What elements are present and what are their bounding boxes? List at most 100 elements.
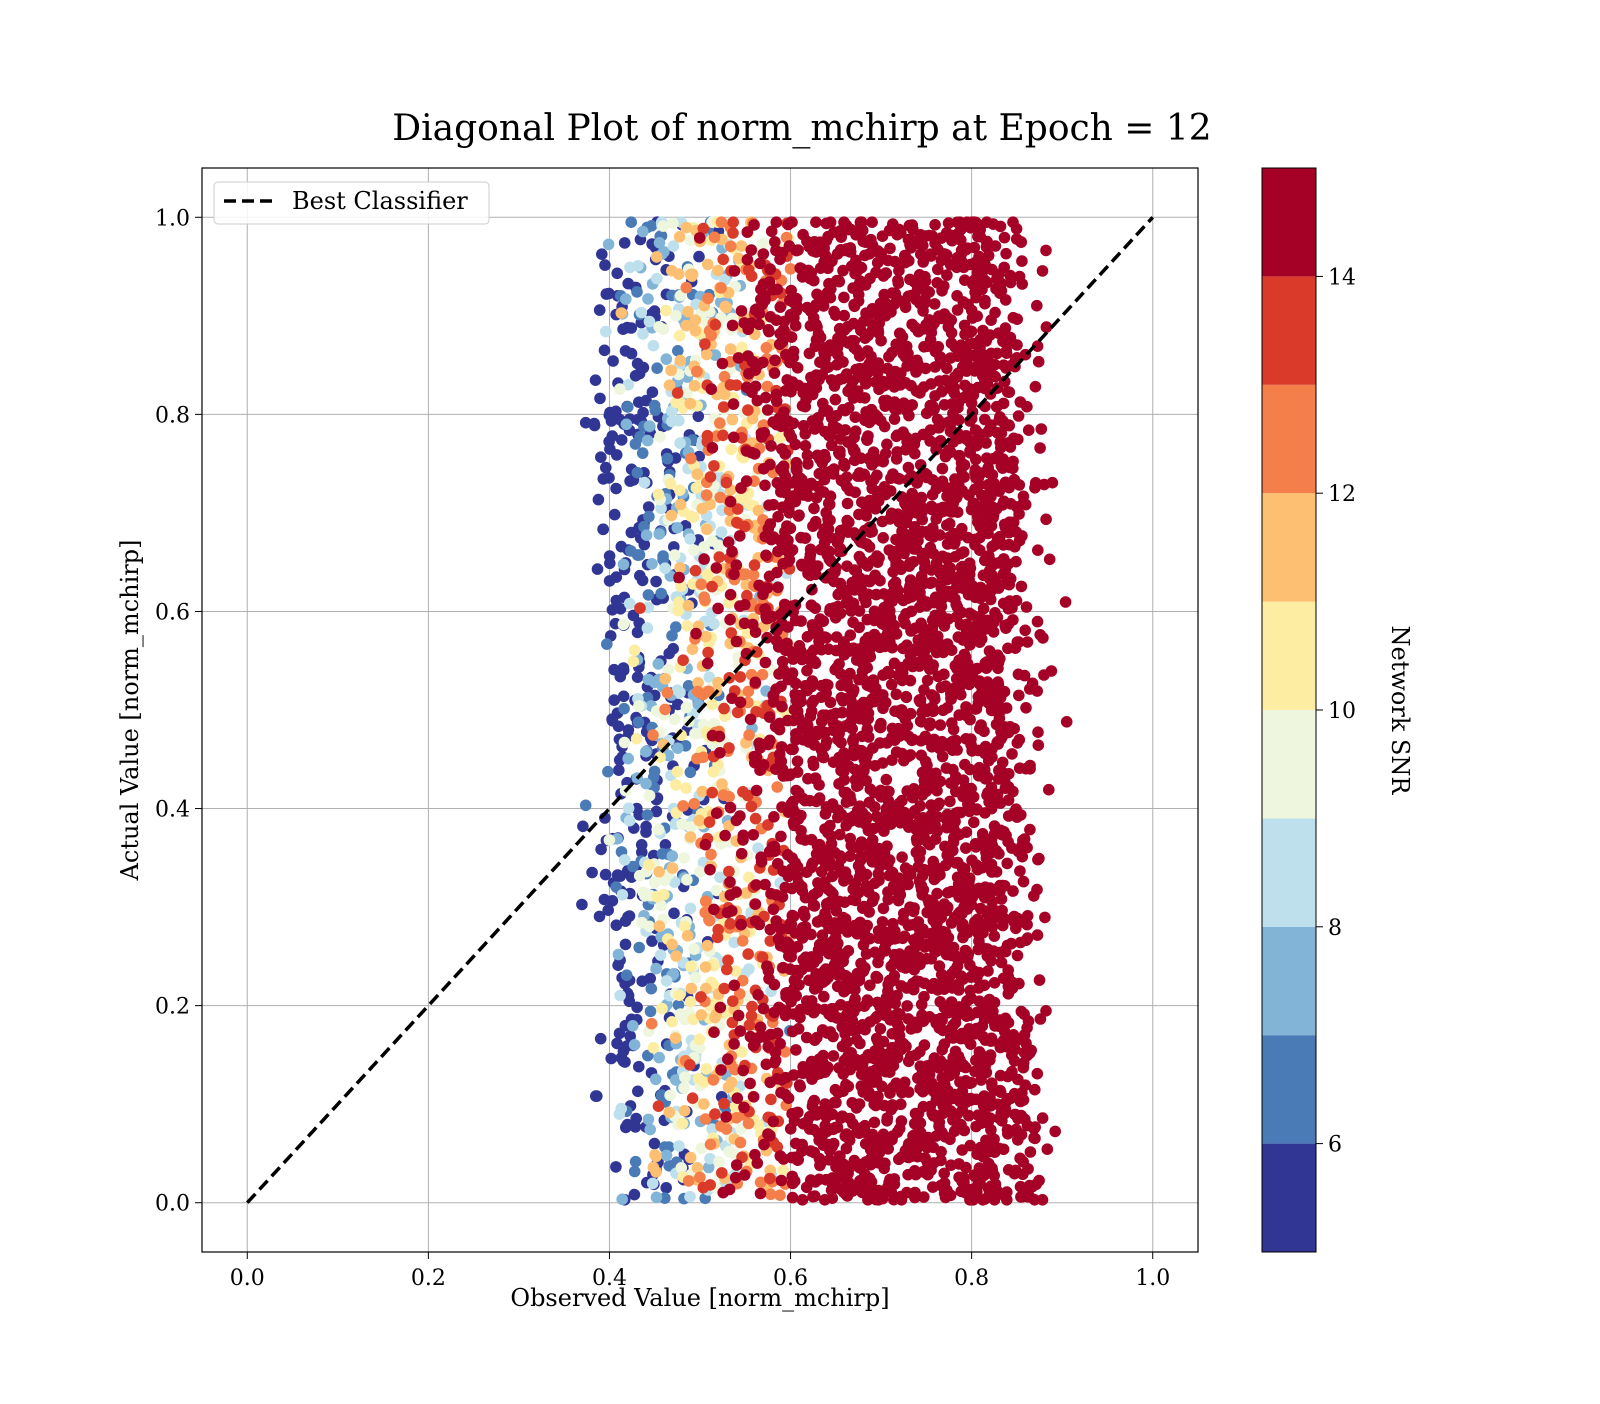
scatter-point bbox=[651, 273, 663, 285]
scatter-point bbox=[743, 1118, 755, 1130]
scatter-point bbox=[780, 471, 792, 483]
scatter-point bbox=[677, 800, 689, 812]
scatter-point bbox=[693, 411, 705, 423]
scatter-point bbox=[924, 720, 936, 732]
scatter-point bbox=[911, 836, 923, 848]
scatter-point bbox=[909, 1118, 921, 1130]
scatter-point bbox=[706, 383, 718, 395]
scatter-point bbox=[726, 1077, 738, 1089]
scatter-point bbox=[810, 216, 822, 228]
scatter-point bbox=[767, 841, 779, 853]
scatter-point bbox=[922, 675, 934, 687]
scatter-point bbox=[1000, 248, 1012, 260]
scatter-point bbox=[682, 930, 694, 942]
scatter-point bbox=[650, 1151, 662, 1163]
scatter-point bbox=[769, 236, 781, 248]
scatter-point bbox=[833, 275, 845, 287]
scatter-point bbox=[822, 231, 834, 243]
scatter-point bbox=[864, 417, 876, 429]
scatter-point bbox=[620, 293, 632, 305]
scatter-point bbox=[856, 555, 868, 567]
scatter-point bbox=[632, 1086, 644, 1098]
scatter-point bbox=[672, 742, 684, 754]
scatter-point bbox=[941, 643, 953, 655]
scatter-point bbox=[722, 955, 734, 967]
scatter-point bbox=[654, 237, 666, 249]
scatter-point bbox=[927, 489, 939, 501]
scatter-point bbox=[938, 669, 950, 681]
scatter-point bbox=[891, 229, 903, 241]
scatter-point bbox=[820, 740, 832, 752]
scatter-point bbox=[876, 1081, 888, 1093]
scatter-point bbox=[677, 1118, 689, 1130]
scatter-point bbox=[838, 292, 850, 304]
scatter-point bbox=[975, 719, 987, 731]
scatter-point bbox=[957, 922, 969, 934]
scatter-point bbox=[643, 589, 655, 601]
scatter-point bbox=[820, 974, 832, 986]
scatter-point bbox=[758, 278, 770, 290]
scatter-point bbox=[986, 264, 998, 276]
scatter-point bbox=[657, 220, 669, 232]
scatter-point bbox=[905, 708, 917, 720]
scatter-point bbox=[633, 1061, 645, 1073]
scatter-point bbox=[716, 526, 728, 538]
scatter-point bbox=[800, 440, 812, 452]
scatter-point bbox=[670, 310, 682, 322]
scatter-point bbox=[884, 605, 896, 617]
scatter-point bbox=[857, 902, 869, 914]
scatter-point bbox=[841, 676, 853, 688]
scatter-point bbox=[977, 325, 989, 337]
scatter-point bbox=[644, 1124, 656, 1136]
scatter-point bbox=[625, 216, 637, 228]
scatter-point bbox=[771, 395, 783, 407]
scatter-point bbox=[1032, 1068, 1044, 1080]
scatter-point bbox=[759, 290, 771, 302]
scatter-point bbox=[626, 322, 638, 334]
scatter-point bbox=[631, 286, 643, 298]
scatter-point bbox=[899, 299, 911, 311]
scatter-point bbox=[831, 410, 843, 422]
scatter-point bbox=[727, 227, 739, 239]
scatter-point bbox=[733, 1010, 745, 1022]
scatter-point bbox=[725, 918, 737, 930]
scatter-point bbox=[706, 581, 718, 593]
scatter-point bbox=[695, 579, 707, 591]
scatter-point bbox=[818, 248, 830, 260]
scatter-point bbox=[901, 639, 913, 651]
scatter-point bbox=[998, 262, 1010, 274]
scatter-point bbox=[760, 657, 772, 669]
scatter-point bbox=[764, 263, 776, 275]
scatter-point bbox=[685, 453, 697, 465]
scatter-point bbox=[598, 473, 610, 485]
scatter-point bbox=[825, 886, 837, 898]
scatter-point bbox=[853, 371, 865, 383]
scatter-point bbox=[590, 374, 602, 386]
scatter-point bbox=[751, 785, 763, 797]
scatter-point bbox=[851, 565, 863, 577]
scatter-point bbox=[785, 951, 797, 963]
scatter-point bbox=[885, 589, 897, 601]
scatter-point bbox=[821, 900, 833, 912]
scatter-point bbox=[591, 1090, 603, 1102]
scatter-point bbox=[675, 499, 687, 511]
scatter-point bbox=[921, 1142, 933, 1154]
scatter-point bbox=[706, 699, 718, 711]
scatter-point bbox=[846, 1014, 858, 1026]
scatter-point bbox=[771, 781, 783, 793]
scatter-point bbox=[976, 1117, 988, 1129]
scatter-point bbox=[734, 530, 746, 542]
scatter-point bbox=[643, 511, 655, 523]
scatter-point bbox=[698, 1076, 710, 1088]
scatter-point bbox=[696, 1009, 708, 1021]
scatter-point bbox=[910, 1108, 922, 1120]
scatter-point bbox=[700, 839, 712, 851]
scatter-point bbox=[651, 362, 663, 374]
scatter-point bbox=[802, 450, 814, 462]
scatter-point bbox=[684, 533, 696, 545]
scatter-point bbox=[931, 1130, 943, 1142]
scatter-point bbox=[637, 328, 649, 340]
scatter-point bbox=[848, 685, 860, 697]
scatter-point bbox=[891, 453, 903, 465]
scatter-point bbox=[684, 1191, 696, 1203]
